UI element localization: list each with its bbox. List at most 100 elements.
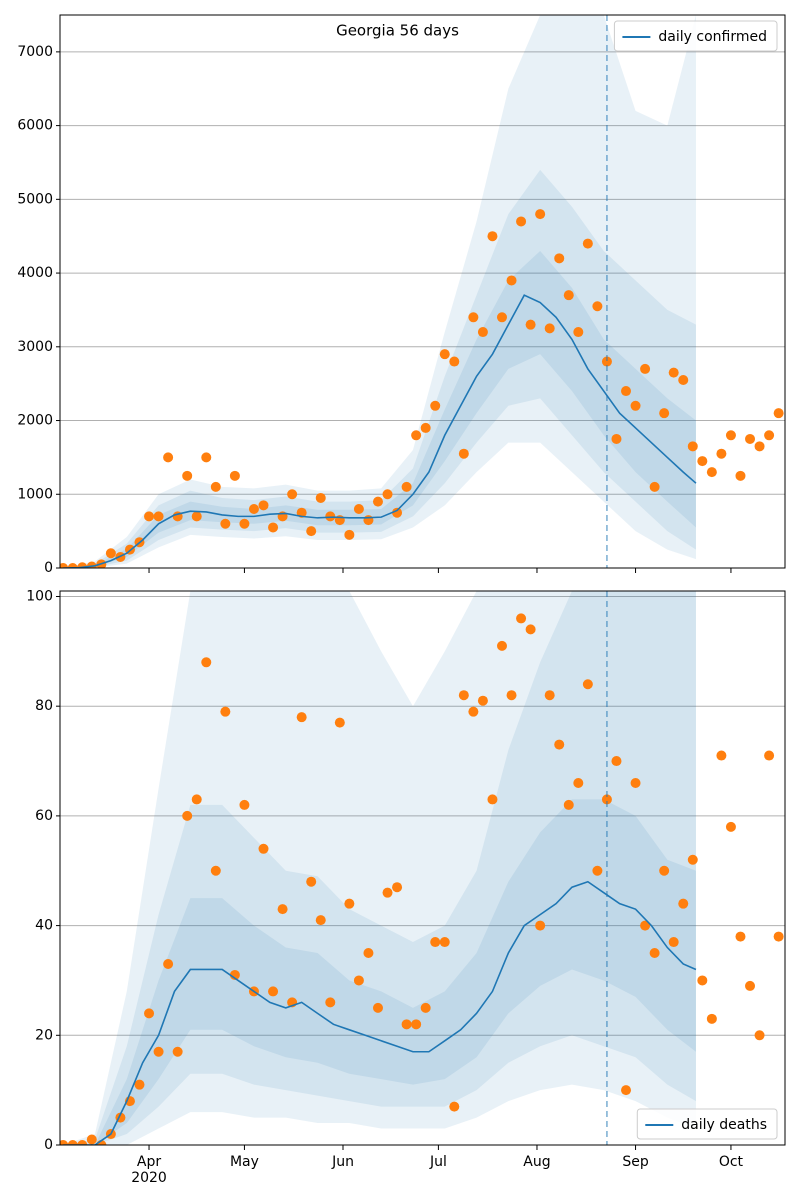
data-point [182,470,193,481]
data-point [716,448,727,459]
y-tick-label: 0 [44,1137,53,1153]
data-point [716,750,727,761]
data-point [735,931,746,942]
data-point [697,975,708,986]
data-point [258,500,269,511]
data-point [392,882,403,893]
data-point [372,496,383,507]
data-point [525,319,536,330]
data-point [67,1140,78,1145]
data-point [754,1030,765,1041]
data-point [582,679,593,690]
data-point [773,408,784,419]
data-point [611,433,622,444]
data-point [268,986,279,997]
data-point [487,231,498,242]
data-point [210,865,221,876]
data-point [573,777,584,788]
x-sublabel: 2020 [131,1170,167,1186]
data-point [573,327,584,338]
data-point [392,507,403,518]
data-point [163,958,174,969]
legend-label: daily confirmed [658,29,767,45]
data-point [67,563,78,568]
y-tick-label: 7000 [17,44,53,60]
data-point [201,452,212,463]
legend-box [613,20,778,52]
data-point [315,915,326,926]
data-point [554,253,565,264]
data-point [630,400,641,411]
data-point [516,613,527,624]
data-point [153,511,164,522]
data-point [411,1019,422,1030]
data-point [144,511,155,522]
data-point [477,327,488,338]
chart-title: Georgia 56 days [336,22,459,40]
legend-label: daily deaths [681,1117,767,1133]
data-point [287,489,298,500]
data-point [468,706,479,717]
data-point [201,657,212,668]
y-tick-label: 0 [44,560,53,576]
plot-area [60,15,784,568]
data-point [764,750,775,761]
data-point [477,695,488,706]
data-point [687,854,698,865]
data-point [516,216,527,227]
data-point [544,690,555,701]
data-point [611,756,622,767]
data-point [659,408,670,419]
data-point [153,1046,164,1057]
y-tick-label: 5000 [17,191,53,207]
data-point [60,563,69,568]
data-point [60,1140,69,1145]
data-point [248,504,259,515]
data-point [191,511,202,522]
data-point [439,937,450,948]
data-point [210,481,221,492]
data-point [420,422,431,433]
data-point [640,363,651,374]
data-point [592,865,603,876]
data-point [325,997,336,1008]
data-point [496,640,507,651]
data-point [325,511,336,522]
data-point [754,441,765,452]
data-point [134,1079,145,1090]
legend-box [636,1108,778,1140]
data-point [601,794,612,805]
data-point [725,821,736,832]
data-point [563,799,574,810]
data-point [525,624,536,635]
data-point [678,898,689,909]
data-point [649,481,660,492]
axes: 0 1000 2000 3000 4000 5000 6000 7000 Georgia 56 … [17,14,786,576]
data-point [487,794,498,805]
data-point [668,367,679,378]
data-point [649,948,660,959]
data-point [745,433,756,444]
data-point [277,904,288,915]
data-point [697,456,708,467]
y-tick-label: 40 [35,918,53,934]
x-tick-label: Jun [331,1154,354,1170]
legend: daily deaths [636,1108,778,1140]
x-tick-label: May [230,1154,259,1170]
data-point [773,931,784,942]
data-point [353,504,364,515]
y-tick-label: 100 [26,588,53,604]
data-point [764,430,775,441]
axes-frame [59,590,786,1146]
data-point [344,529,355,540]
data-point [229,470,240,481]
data-point [678,374,689,385]
x-tick-label: Sep [622,1154,649,1170]
data-point [363,515,374,526]
data-point [439,349,450,360]
plot-area [60,591,784,1145]
data-point [315,492,326,503]
